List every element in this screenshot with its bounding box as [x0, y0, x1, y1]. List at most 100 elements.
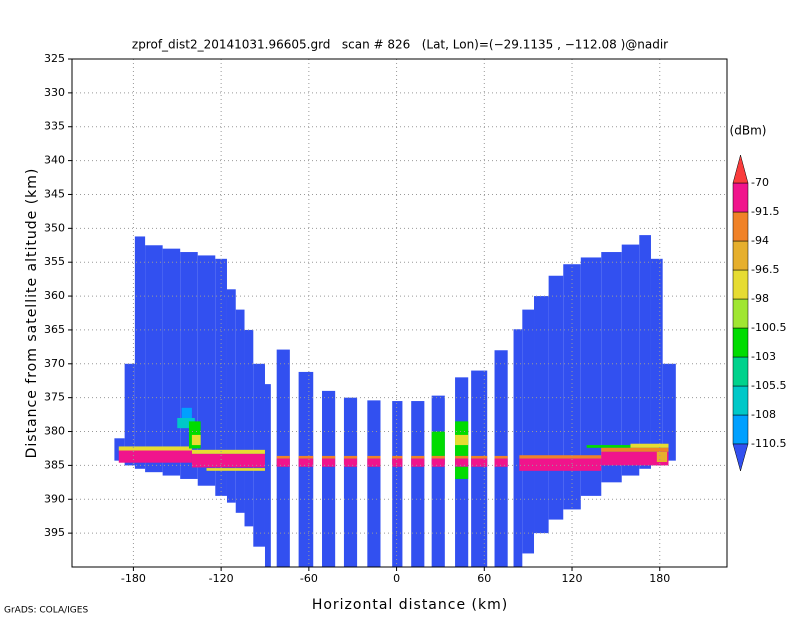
field-cell: [367, 458, 381, 467]
colorbar-segment: [732, 298, 749, 329]
x-tick-label: -120: [209, 572, 234, 585]
field-cell: [392, 401, 403, 567]
field-cell: [455, 458, 469, 467]
y-axis-label: Distance from satellite altitude (km): [24, 168, 40, 459]
field-cell: [343, 455, 358, 459]
field-cell: [519, 458, 602, 471]
field-cell: [534, 296, 549, 534]
field-cell: [191, 449, 265, 454]
colorbar-label: -70: [751, 176, 769, 189]
field-cell: [392, 458, 403, 467]
field-cell: [145, 245, 163, 473]
y-tick-label: 375: [44, 391, 65, 404]
y-tick-label: 335: [44, 120, 65, 133]
field-cell: [431, 458, 445, 467]
field-cell: [411, 455, 425, 459]
y-tick-label: 370: [44, 357, 65, 370]
field-cell: [343, 458, 358, 467]
colorbar-label: -105.5: [751, 379, 786, 392]
y-tick-label: 395: [44, 526, 65, 539]
y-tick-label: 390: [44, 492, 65, 505]
field-cell: [411, 401, 425, 567]
credit: GrADS: COLA/IGES: [4, 606, 88, 616]
field-cell: [586, 445, 666, 448]
colorbar-segment: [732, 269, 749, 300]
field-cell: [298, 458, 314, 467]
field-cell: [621, 244, 640, 476]
field-cell: [367, 400, 381, 567]
colorbar-segment: [732, 240, 749, 271]
y-tick-label: 330: [44, 86, 65, 99]
field-cell: [206, 468, 265, 471]
field-cell: [276, 455, 290, 459]
field-cell: [601, 451, 669, 466]
x-axis-label: Horizontal distance (km): [312, 597, 508, 613]
field-cell: [455, 434, 469, 446]
field-cell: [563, 264, 581, 510]
colorbar-unit: (dBm): [730, 124, 767, 138]
field-cell: [411, 458, 425, 467]
field-cell: [367, 455, 381, 459]
colorbar-label: -108: [751, 408, 776, 421]
field-cell: [601, 447, 669, 452]
y-tick-label: 325: [44, 52, 65, 65]
y-tick-label: 380: [44, 425, 65, 438]
field-cell: [471, 370, 488, 567]
field-cell: [215, 258, 227, 496]
field-cell: [118, 446, 192, 451]
field-cell: [650, 258, 663, 466]
chart-title: zprof_dist2_20141031.96605.grd scan # 82…: [132, 38, 668, 52]
field-cell: [124, 363, 135, 466]
field-cell: [134, 236, 146, 469]
colorbar-segment: [732, 414, 749, 445]
plot-frame: [71, 58, 728, 568]
field-cell: [431, 431, 445, 456]
field-cell: [392, 455, 403, 459]
y-tick-label: 350: [44, 221, 65, 234]
colorbar-top: [732, 154, 749, 184]
field-cell: [322, 455, 336, 459]
field-cell: [431, 455, 445, 459]
colorbar-segment: [732, 211, 749, 242]
field-cell: [118, 450, 192, 463]
field-cell: [244, 329, 254, 527]
y-tick-label: 385: [44, 458, 65, 471]
axes: 325 330 335 340 345 350 355 360 365 370 375 380 385 3…: [44, 52, 728, 585]
colorbar-segment: [732, 385, 749, 416]
x-tick-label: -180: [121, 572, 146, 585]
field-cell: [264, 384, 271, 567]
colorbar-segment: [732, 182, 749, 213]
field-cell: [519, 455, 602, 459]
colorbar-bottom: [732, 443, 749, 472]
colorbar-label: -110.5: [751, 437, 786, 450]
colorbar-segment: [732, 356, 749, 387]
field-cell: [197, 255, 216, 486]
field-cell: [298, 371, 314, 567]
y-tick-label: 355: [44, 255, 65, 268]
y-tick-label: 365: [44, 323, 65, 336]
field-cell: [630, 443, 669, 448]
field-cell: [343, 397, 358, 567]
x-tick-label: 120: [562, 572, 583, 585]
field-cell: [662, 363, 676, 461]
colorbar-label: -94: [751, 234, 769, 247]
y-tick-label: 345: [44, 187, 65, 200]
field-cell: [181, 407, 192, 418]
colorbar-label: -91.5: [751, 205, 779, 218]
field-cell: [431, 395, 445, 567]
colorbar-segment: [732, 327, 749, 358]
field-cell: [513, 329, 523, 567]
field-cell: [580, 257, 602, 496]
x-tick-label: 60: [477, 572, 491, 585]
field-cell: [494, 458, 508, 467]
field-cell: [177, 417, 195, 429]
field-cell: [226, 289, 236, 503]
y-tick-label: 340: [44, 154, 65, 167]
y-tick-label: 360: [44, 289, 65, 302]
field-cell: [639, 235, 651, 469]
x-tick-label: 0: [393, 572, 400, 585]
field-cell: [191, 434, 201, 446]
field-cell: [471, 458, 488, 467]
field-cell: [548, 275, 564, 520]
x-tick-label: 180: [649, 572, 670, 585]
